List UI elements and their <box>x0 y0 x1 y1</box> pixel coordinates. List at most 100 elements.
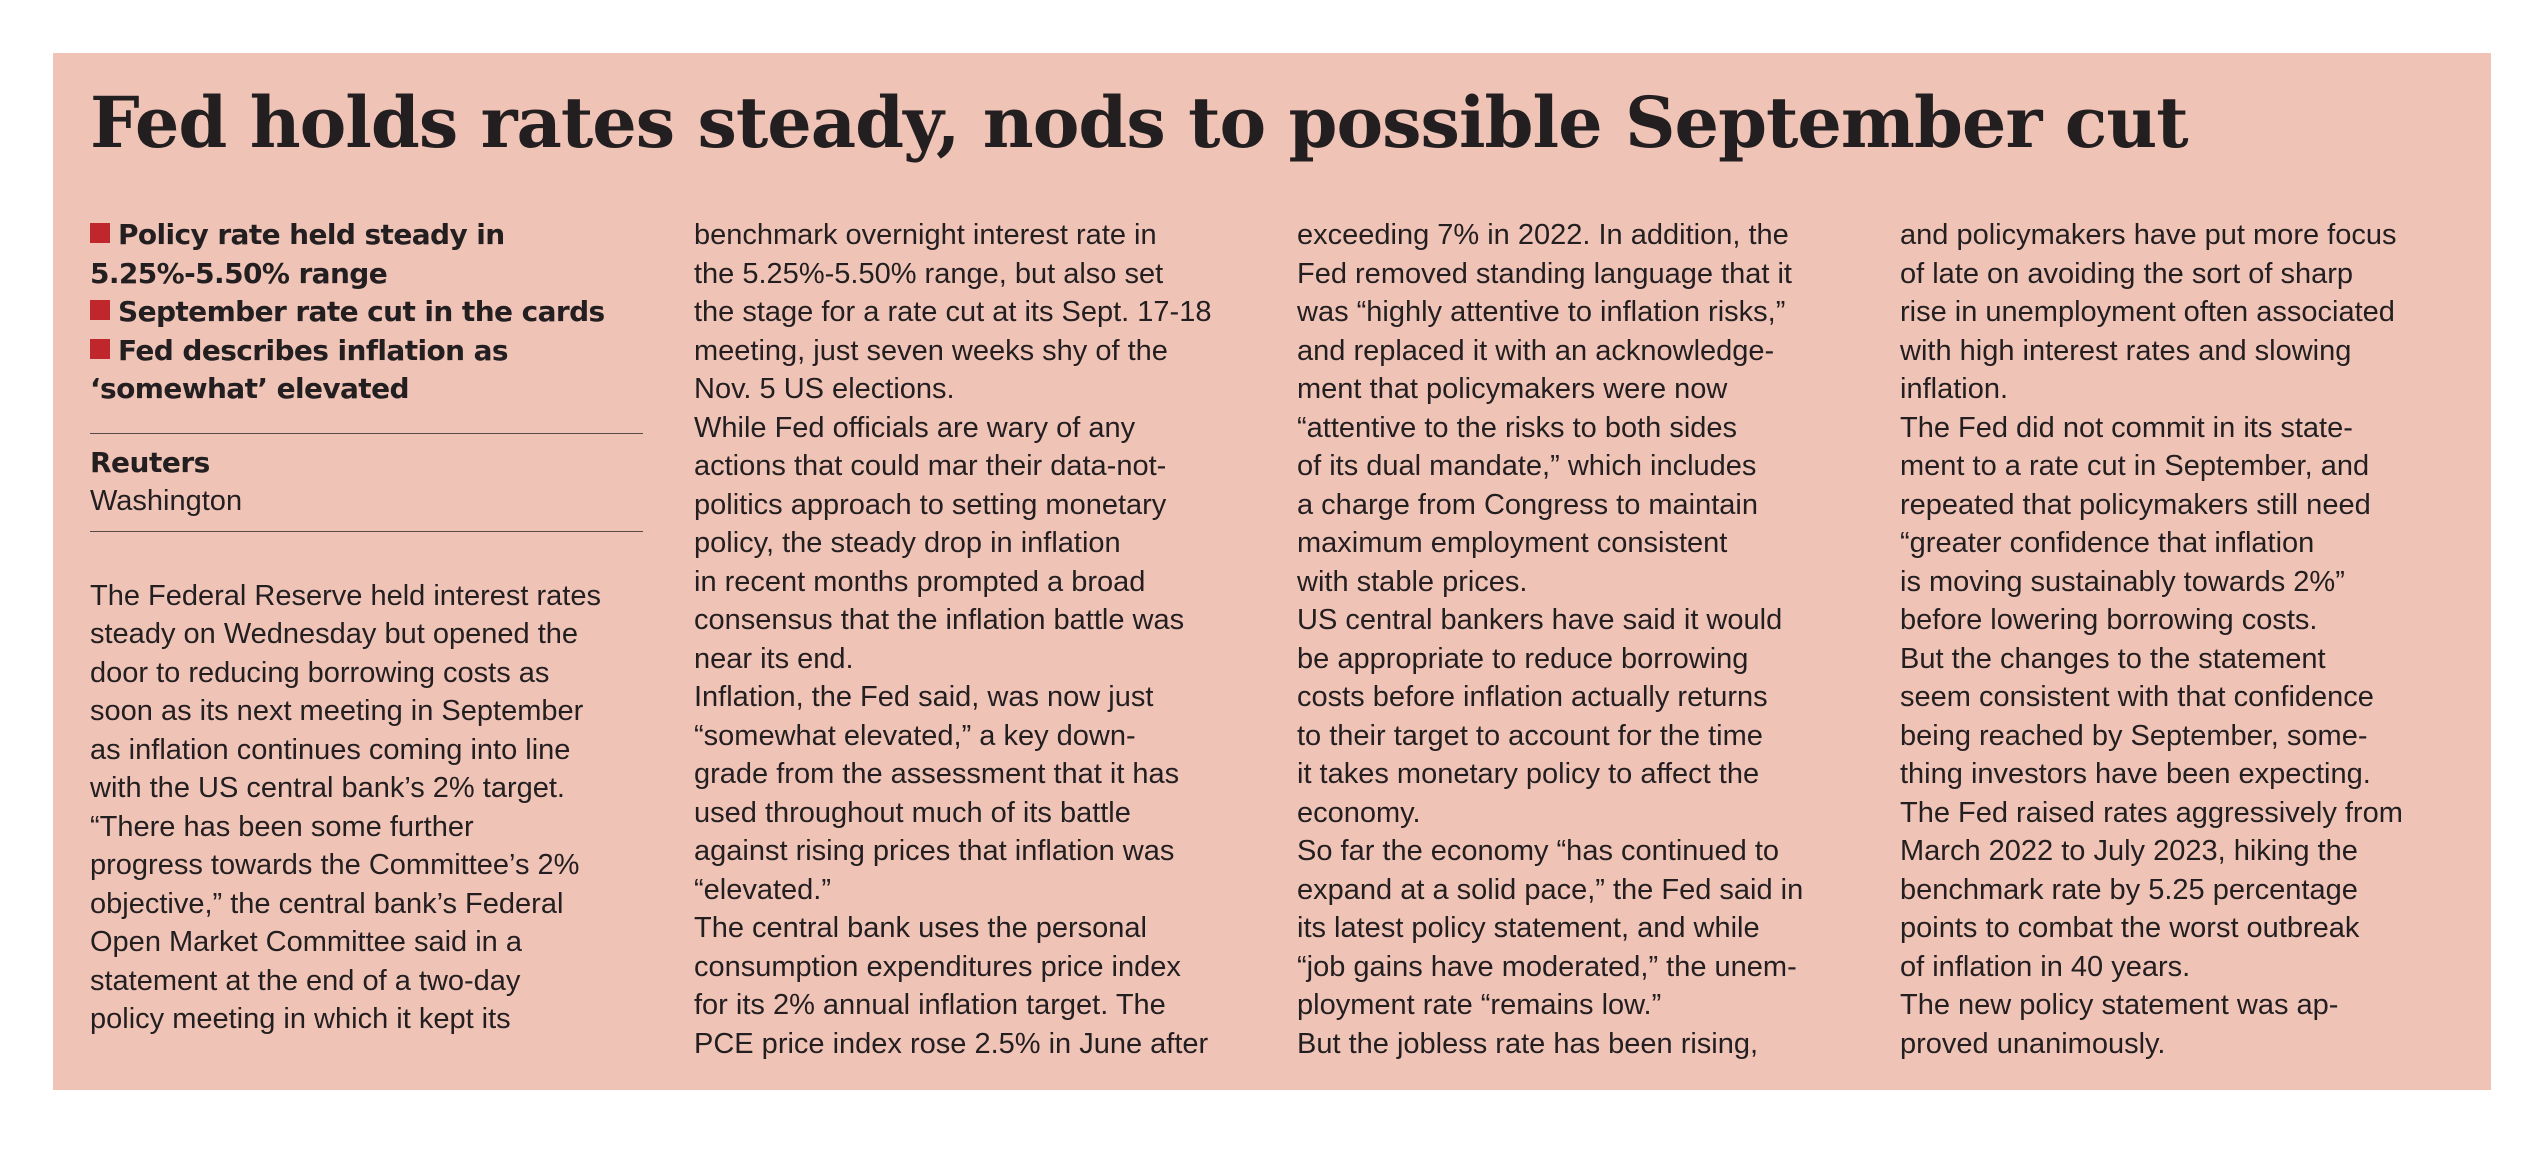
text-line: The Fed did not commit in its state- <box>1900 411 2353 444</box>
text-line: expand at a solid pace,” the Fed said in <box>1297 873 1804 906</box>
text-line: While Fed officials are wary of any <box>694 411 1136 444</box>
summary-bullet: September rate cut in the cards <box>90 293 643 332</box>
text-line: door to reducing borrowing costs as <box>90 656 550 689</box>
article-column-1: Policy rate held steady in 5.25%-5.50% r… <box>90 216 643 1039</box>
text-line: rise in unemployment often associated <box>1900 296 2395 328</box>
text-line: seem consistent with that confidence <box>1900 681 2374 713</box>
text-line: the stage for a rate cut at its Sept. 17… <box>694 296 1212 328</box>
text-line: benchmark overnight interest rate in <box>694 219 1157 251</box>
text-line: is moving sustainably towards 2%” <box>1900 565 2345 598</box>
text-line: it takes monetary policy to affect the <box>1297 758 1760 790</box>
text-line: progress towards the Committee’s 2% <box>90 849 580 881</box>
text-line: consensus that the inflation battle was <box>694 604 1185 636</box>
summary-bullet-text: 5.25%-5.50% range <box>90 256 388 290</box>
text-line: thing investors have been expecting. <box>1900 758 2371 790</box>
text-line: inflation. <box>1900 373 2009 405</box>
text-line: The Federal Reserve held interest rates <box>90 579 601 612</box>
text-line: The Fed raised rates aggressively from <box>1900 796 2403 829</box>
text-line: costs before inflation actually returns <box>1297 681 1768 713</box>
text-line: ment that policymakers were now <box>1297 373 1728 405</box>
article-panel: Fed holds rates steady, nods to possible… <box>53 53 2491 1090</box>
text-line: politics approach to setting monetary <box>694 488 1167 521</box>
divider <box>90 530 643 532</box>
text-line: its latest policy statement, and while <box>1297 912 1760 944</box>
text-line: of inflation in 40 years. <box>1900 950 2191 983</box>
text-line: “attentive to the risks to both sides <box>1297 411 1738 444</box>
text-line: was “highly attentive to inflation risks… <box>1297 296 1786 328</box>
text-line: to their target to account for the time <box>1297 719 1763 752</box>
text-line: near its end. <box>694 642 854 675</box>
bullet-square-icon <box>90 338 110 359</box>
text-line: maximum employment consistent <box>1297 527 1728 559</box>
text-line: policy meeting in which it kept its <box>90 1003 511 1035</box>
text-line: soon as its next meeting in September <box>90 695 584 727</box>
text-line: “elevated.” <box>694 873 832 906</box>
headline: Fed holds rates steady, nods to possible… <box>90 81 2189 164</box>
text-line: objective,” the central bank’s Federal <box>90 887 564 920</box>
text-line: exceeding 7% in 2022. In addition, the <box>1297 219 1789 251</box>
text-line: The new policy statement was ap- <box>1900 989 2339 1021</box>
text-line: and policymakers have put more focus <box>1900 219 2397 251</box>
text-line: But the changes to the statement <box>1900 642 2326 675</box>
article-column-2: benchmark overnight interest rate in the… <box>694 216 1254 1063</box>
column-1-body: The Federal Reserve held interest rates … <box>90 577 643 1039</box>
text-line: ployment rate “remains low.” <box>1297 989 1662 1021</box>
article-column-4: and policymakers have put more focus of … <box>1900 216 2460 1063</box>
text-line: But the jobless rate has been rising, <box>1297 1027 1759 1060</box>
text-line: statement at the end of a two-day <box>90 964 521 997</box>
text-line: proved unanimously. <box>1900 1027 2166 1060</box>
text-line: benchmark rate by 5.25 percentage <box>1900 873 2358 906</box>
text-line: before lowering borrowing costs. <box>1900 604 2318 636</box>
summary-bullet-text: Policy rate held steady in <box>118 218 505 251</box>
text-line: against rising prices that inflation was <box>694 835 1175 867</box>
text-line: meeting, just seven weeks shy of the <box>694 334 1168 367</box>
text-line: The central bank uses the personal <box>694 912 1147 944</box>
summary-bullet-text: Fed describes inflation as <box>118 333 509 367</box>
text-line: Nov. 5 US elections. <box>694 373 955 405</box>
text-line: steady on Wednesday but opened the <box>90 618 579 650</box>
text-line: grade from the assessment that it has <box>694 758 1180 790</box>
text-line: ment to a rate cut in September, and <box>1900 450 2370 482</box>
text-line: used throughout much of its battle <box>694 796 1131 829</box>
dateline: Washington <box>90 485 243 517</box>
text-line: PCE price index rose 2.5% in June after <box>694 1027 1209 1060</box>
text-line: policy, the steady drop in inflation <box>694 527 1121 559</box>
summary-bullet: Policy rate held steady in 5.25%-5.50% r… <box>90 216 643 293</box>
text-line: “greater confidence that inflation <box>1900 527 2315 559</box>
text-line: “There has been some further <box>90 810 474 843</box>
text-line: points to combat the worst outbreak <box>1900 912 2360 944</box>
text-line: of late on avoiding the sort of sharp <box>1900 257 2354 290</box>
bullet-square-icon <box>90 223 110 243</box>
text-line: be appropriate to reduce borrowing <box>1297 642 1749 675</box>
text-line: in recent months prompted a broad <box>694 565 1146 598</box>
text-line: with high interest rates and slowing <box>1900 334 2352 367</box>
byline: Reuters <box>90 445 210 479</box>
text-line: economy. <box>1297 796 1421 829</box>
text-line: actions that could mar their data-not- <box>694 450 1167 482</box>
text-line: of its dual mandate,” which includes <box>1297 450 1757 482</box>
bullet-square-icon <box>90 300 110 320</box>
text-line: March 2022 to July 2023, hiking the <box>1900 835 2358 867</box>
summary-bullet-text: September rate cut in the cards <box>118 295 605 328</box>
text-line: as inflation continues coming into line <box>90 733 571 766</box>
text-line: consumption expenditures price index <box>694 950 1181 983</box>
summary-bullet-text: ‘somewhat’ elevated <box>90 372 410 405</box>
article-column-3: exceeding 7% in 2022. In addition, the F… <box>1297 216 1857 1063</box>
text-line: Fed removed standing language that it <box>1297 257 1792 290</box>
text-line: US central bankers have said it would <box>1297 604 1783 636</box>
text-line: “job gains have moderated,” the unem- <box>1297 950 1797 983</box>
divider <box>90 432 643 434</box>
text-line: the 5.25%-5.50% range, but also set <box>694 257 1164 290</box>
text-line: Inflation, the Fed said, was now just <box>694 681 1154 713</box>
text-line: Open Market Committee said in a <box>90 926 522 958</box>
text-line: with stable prices. <box>1297 565 1528 598</box>
summary-bullets: Policy rate held steady in 5.25%-5.50% r… <box>90 216 643 409</box>
summary-bullet: Fed describes inflation as ‘somewhat’ el… <box>90 332 643 409</box>
text-line: being reached by September, some- <box>1900 719 2368 752</box>
text-line: with the US central bank’s 2% target. <box>90 772 565 804</box>
text-line: and replaced it with an acknowledge- <box>1297 334 1775 367</box>
text-line: for its 2% annual inflation target. The <box>694 989 1166 1021</box>
text-line: So far the economy “has continued to <box>1297 835 1780 867</box>
text-line: repeated that policymakers still need <box>1900 488 2371 521</box>
text-line: “somewhat elevated,” a key down- <box>694 719 1136 752</box>
